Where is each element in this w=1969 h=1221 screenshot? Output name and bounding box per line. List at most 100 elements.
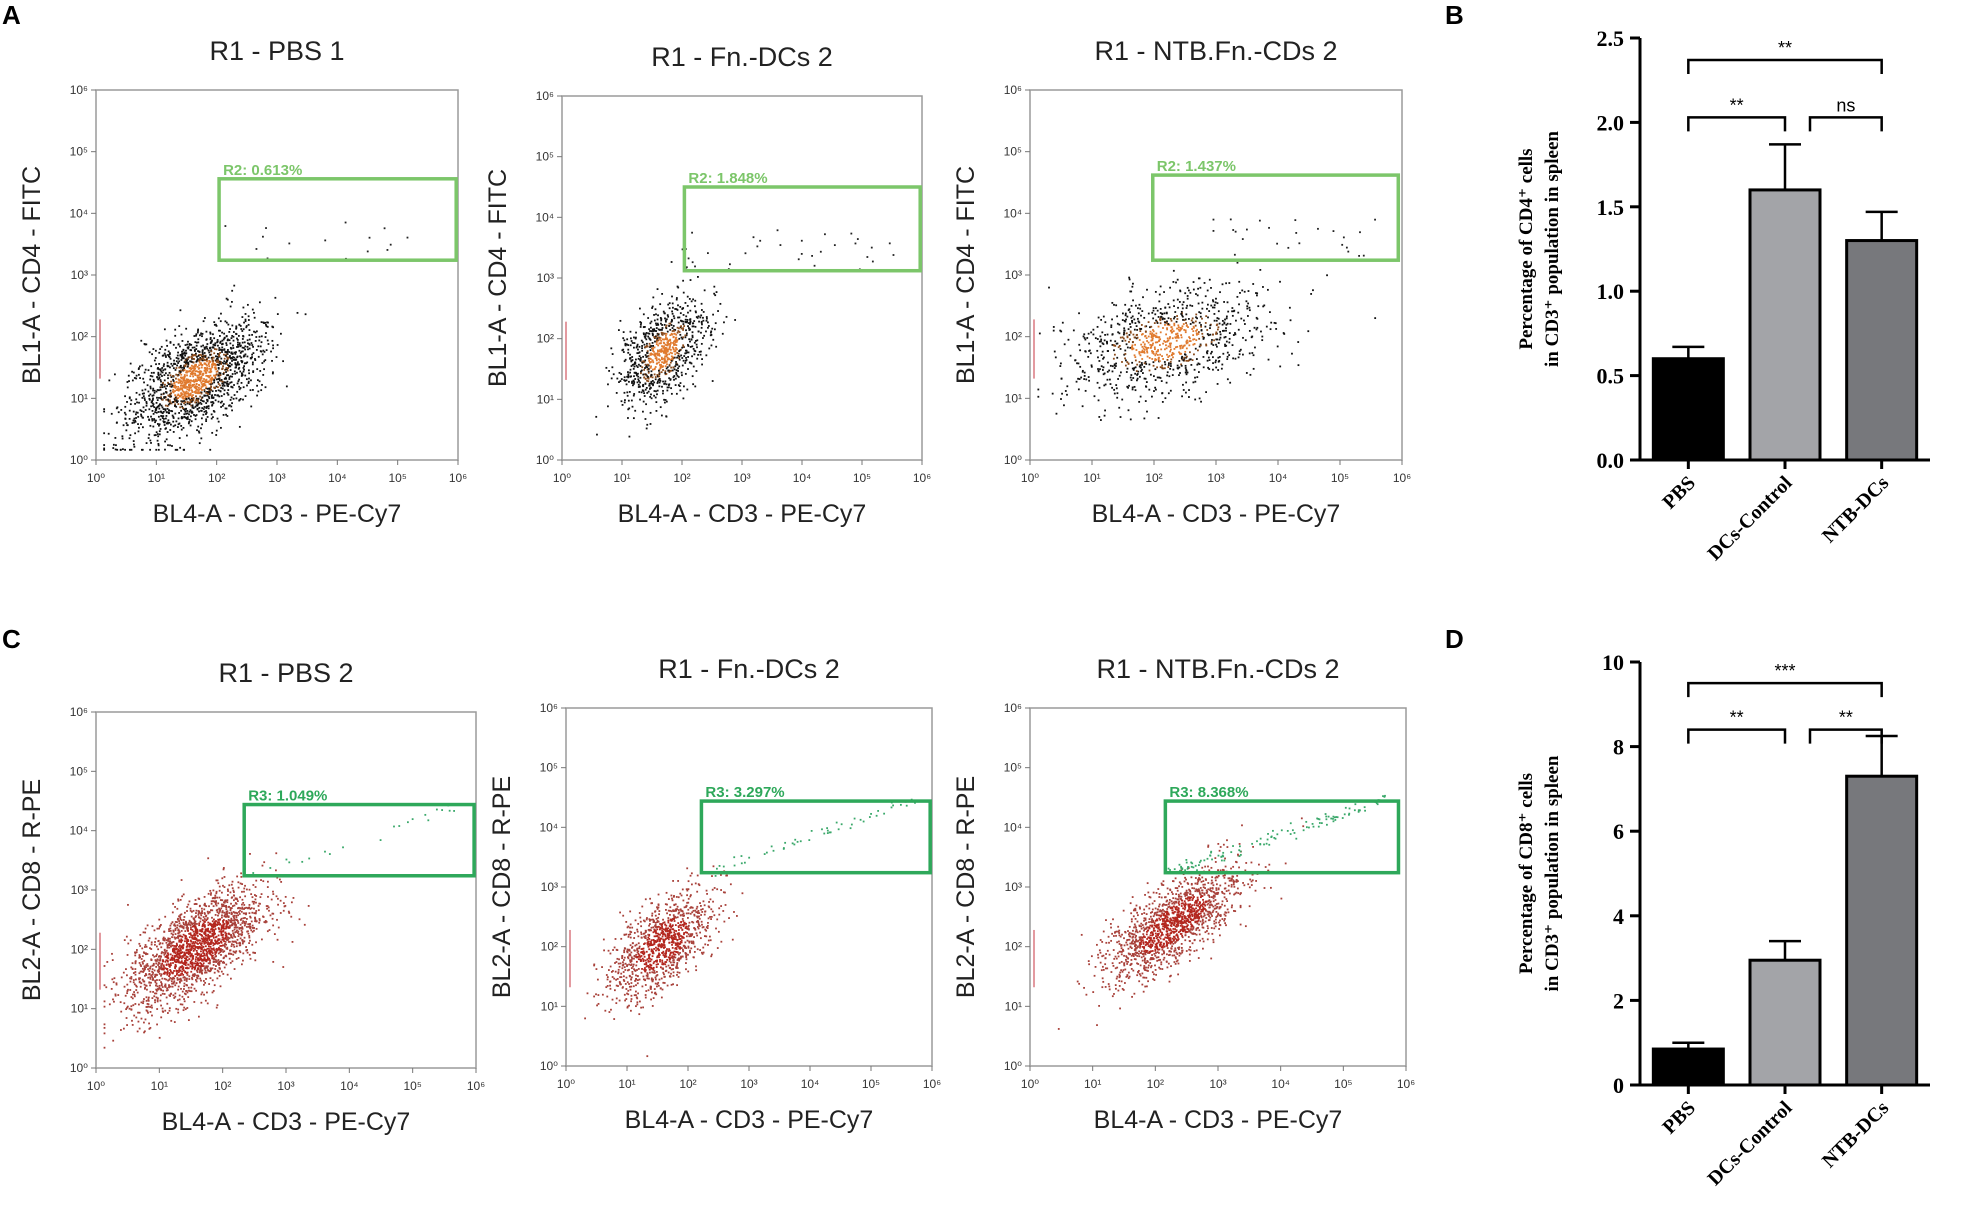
event-dot — [672, 347, 675, 350]
event-dot — [663, 361, 666, 364]
event-dot — [1174, 336, 1177, 339]
event-dot — [176, 953, 178, 956]
event-dot — [1198, 337, 1201, 340]
event-dot — [664, 358, 666, 361]
event-dot — [644, 382, 647, 385]
event-dot — [1177, 336, 1180, 339]
event-dot — [1087, 376, 1090, 378]
event-dot — [656, 353, 659, 356]
event-dot — [652, 383, 654, 386]
event-dot — [136, 401, 138, 404]
event-dot — [1088, 342, 1091, 345]
event-dot — [229, 399, 232, 401]
event-dot — [1215, 366, 1218, 369]
event-dot — [200, 392, 203, 395]
event-dot — [1124, 349, 1127, 352]
event-dot — [1106, 370, 1109, 373]
event-dot — [188, 393, 190, 396]
event-dot — [1096, 325, 1099, 328]
event-dot — [224, 927, 227, 930]
event-dot — [161, 412, 164, 415]
event-dot — [1172, 330, 1175, 332]
event-dot — [227, 338, 229, 341]
event-dot — [140, 339, 143, 342]
event-dot — [1228, 337, 1231, 340]
event-dot — [1246, 305, 1249, 308]
event-dot — [1129, 331, 1132, 334]
event-dot — [198, 392, 201, 395]
event-dot — [228, 912, 231, 914]
event-dot — [652, 345, 655, 347]
event-dot — [260, 389, 263, 392]
event-dot — [121, 435, 124, 438]
event-dot — [231, 929, 234, 932]
event-dot — [1134, 366, 1137, 369]
event-dot — [1156, 376, 1159, 379]
event-dot — [222, 957, 225, 960]
event-dot — [1134, 304, 1137, 307]
event-dot — [141, 364, 144, 367]
event-dot — [223, 389, 226, 392]
event-dot — [143, 397, 146, 400]
event-dot — [242, 347, 245, 349]
event-dot — [677, 367, 679, 370]
y-tick-label: 10⁶ — [536, 89, 554, 103]
event-dot — [187, 1019, 190, 1022]
event-dot — [203, 993, 205, 996]
event-dot — [199, 962, 202, 964]
event-dot — [218, 907, 221, 910]
x-tick-label: 10⁴ — [328, 471, 347, 485]
event-dot — [1102, 343, 1105, 346]
event-dot — [222, 338, 225, 341]
event-dot — [208, 939, 211, 941]
event-dot — [659, 303, 662, 306]
event-dot — [201, 940, 204, 943]
event-dot — [172, 388, 175, 391]
event-dot — [669, 334, 672, 337]
event-dot — [145, 402, 148, 405]
event-dot — [134, 968, 137, 970]
event-dot — [218, 379, 221, 382]
event-dot — [1124, 353, 1127, 355]
event-dot — [645, 365, 648, 368]
event-dot — [177, 426, 179, 428]
gated-event-dot — [1233, 253, 1236, 256]
event-dot — [627, 348, 630, 351]
event-dot — [1172, 356, 1174, 359]
event-dot — [628, 435, 631, 438]
event-dot — [232, 339, 235, 342]
event-dot — [128, 409, 131, 412]
event-dot — [183, 998, 185, 1000]
event-dot — [251, 356, 253, 359]
event-dot — [265, 323, 267, 326]
event-dot — [124, 413, 127, 416]
event-dot — [177, 985, 180, 988]
event-dot — [201, 359, 204, 362]
event-dot — [199, 370, 202, 373]
event-dot — [137, 423, 139, 425]
event-dot — [667, 369, 670, 372]
event-dot — [244, 884, 246, 887]
event-dot — [1139, 354, 1142, 357]
event-dot — [696, 316, 699, 319]
event-dot — [196, 388, 199, 391]
event-dot — [230, 911, 233, 914]
event-dot — [187, 967, 190, 970]
event-dot — [179, 381, 182, 384]
event-dot — [233, 384, 235, 386]
event-dot — [673, 329, 676, 332]
event-dot — [646, 379, 648, 382]
event-dot — [167, 940, 170, 942]
event-dot — [1185, 391, 1187, 394]
event-dot — [230, 337, 233, 340]
event-dot — [677, 354, 680, 357]
event-dot — [185, 352, 188, 355]
gated-event-dot — [1374, 218, 1376, 221]
event-dot — [218, 930, 221, 933]
event-dot — [1195, 333, 1198, 336]
event-dot — [146, 924, 149, 927]
event-dot — [126, 424, 129, 427]
event-dot — [700, 302, 703, 305]
event-dot — [1089, 352, 1092, 355]
event-dot — [195, 979, 197, 981]
